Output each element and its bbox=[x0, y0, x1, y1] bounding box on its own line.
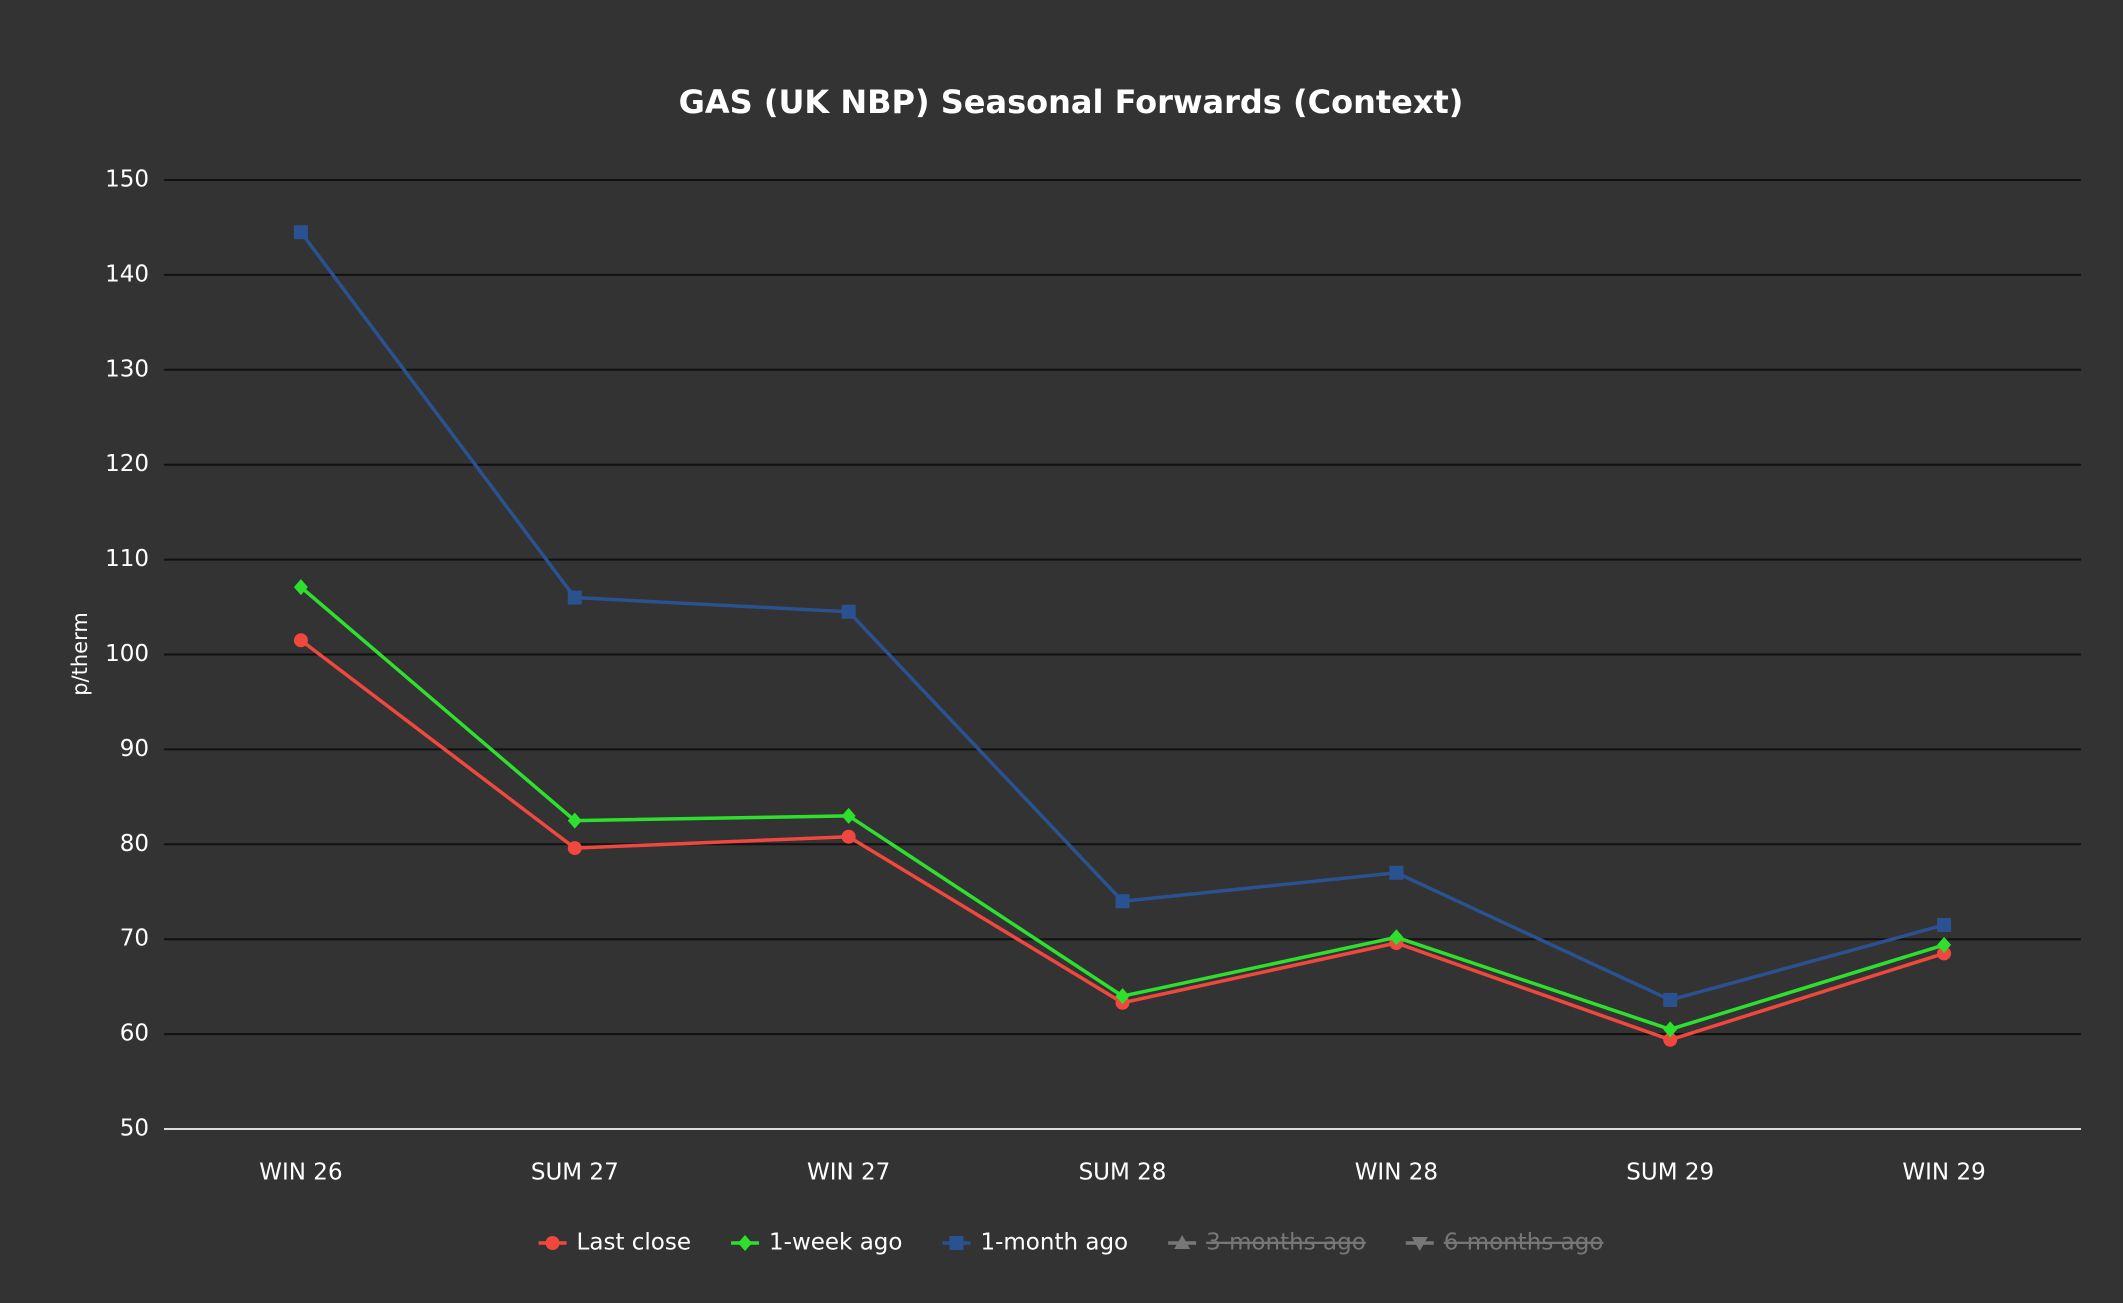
legend-item[interactable]: 6-months ago bbox=[1405, 1230, 1604, 1256]
marker bbox=[1389, 929, 1404, 946]
legend-label: 1-month ago bbox=[980, 1230, 1128, 1256]
x-tick-label: SUM 29 bbox=[1626, 1160, 1714, 1186]
legend-item[interactable]: 3-months ago bbox=[1168, 1230, 1366, 1256]
y-tick-label: 90 bbox=[120, 736, 149, 762]
marker bbox=[738, 1235, 753, 1251]
marker bbox=[1663, 1021, 1678, 1038]
legend-label: 6-months ago bbox=[1444, 1230, 1604, 1256]
y-tick-label: 120 bbox=[105, 451, 149, 477]
marker bbox=[949, 1236, 964, 1250]
marker bbox=[567, 841, 582, 856]
y-tick-label: 50 bbox=[120, 1116, 149, 1142]
marker bbox=[1389, 865, 1404, 880]
x-tick-label: WIN 28 bbox=[1355, 1160, 1438, 1186]
marker bbox=[841, 829, 856, 844]
marker bbox=[293, 579, 308, 596]
y-tick-label: 60 bbox=[120, 1021, 149, 1047]
marker bbox=[1115, 894, 1130, 909]
x-tick-label: WIN 29 bbox=[1902, 1160, 1985, 1186]
marker bbox=[1411, 1237, 1428, 1251]
marker bbox=[545, 1236, 560, 1250]
legend: Last close 1-week ago 1-month ago 3-months … bbox=[538, 1230, 1604, 1256]
y-axis-label: p/therm bbox=[68, 612, 92, 696]
y-tick-label: 80 bbox=[120, 831, 149, 857]
marker bbox=[1174, 1235, 1191, 1249]
marker bbox=[1663, 992, 1678, 1007]
marker bbox=[841, 807, 856, 824]
y-tick-label: 110 bbox=[105, 546, 149, 572]
legend-label: 3-months ago bbox=[1206, 1230, 1366, 1256]
marker bbox=[1937, 946, 1952, 961]
legend-item[interactable]: Last close bbox=[538, 1230, 691, 1256]
y-tick-label: 140 bbox=[105, 261, 149, 287]
x-tick-label: SUM 27 bbox=[531, 1160, 619, 1186]
legend-item[interactable]: 1-week ago bbox=[731, 1230, 902, 1256]
marker bbox=[1937, 936, 1952, 953]
marker bbox=[1937, 917, 1952, 932]
marker bbox=[293, 225, 308, 240]
y-tick-label: 70 bbox=[120, 926, 149, 952]
marker bbox=[1115, 988, 1130, 1005]
legend-item[interactable]: 1-month ago bbox=[942, 1230, 1128, 1256]
y-tick-label: 130 bbox=[105, 356, 149, 382]
marker bbox=[293, 633, 308, 648]
marker bbox=[567, 590, 582, 605]
x-tick-label: WIN 26 bbox=[259, 1160, 342, 1186]
legend-label: 1-week ago bbox=[769, 1230, 902, 1256]
x-tick-label: SUM 28 bbox=[1079, 1160, 1167, 1186]
marker bbox=[841, 604, 856, 619]
y-tick-label: 150 bbox=[105, 167, 149, 193]
y-tick-label: 100 bbox=[105, 641, 149, 667]
x-tick-label: WIN 27 bbox=[807, 1160, 890, 1186]
marker bbox=[567, 812, 582, 829]
marker bbox=[1663, 1032, 1678, 1047]
legend-label: Last close bbox=[577, 1230, 691, 1256]
chart-title: GAS (UK NBP) Seasonal Forwards (Context) bbox=[679, 83, 1464, 121]
